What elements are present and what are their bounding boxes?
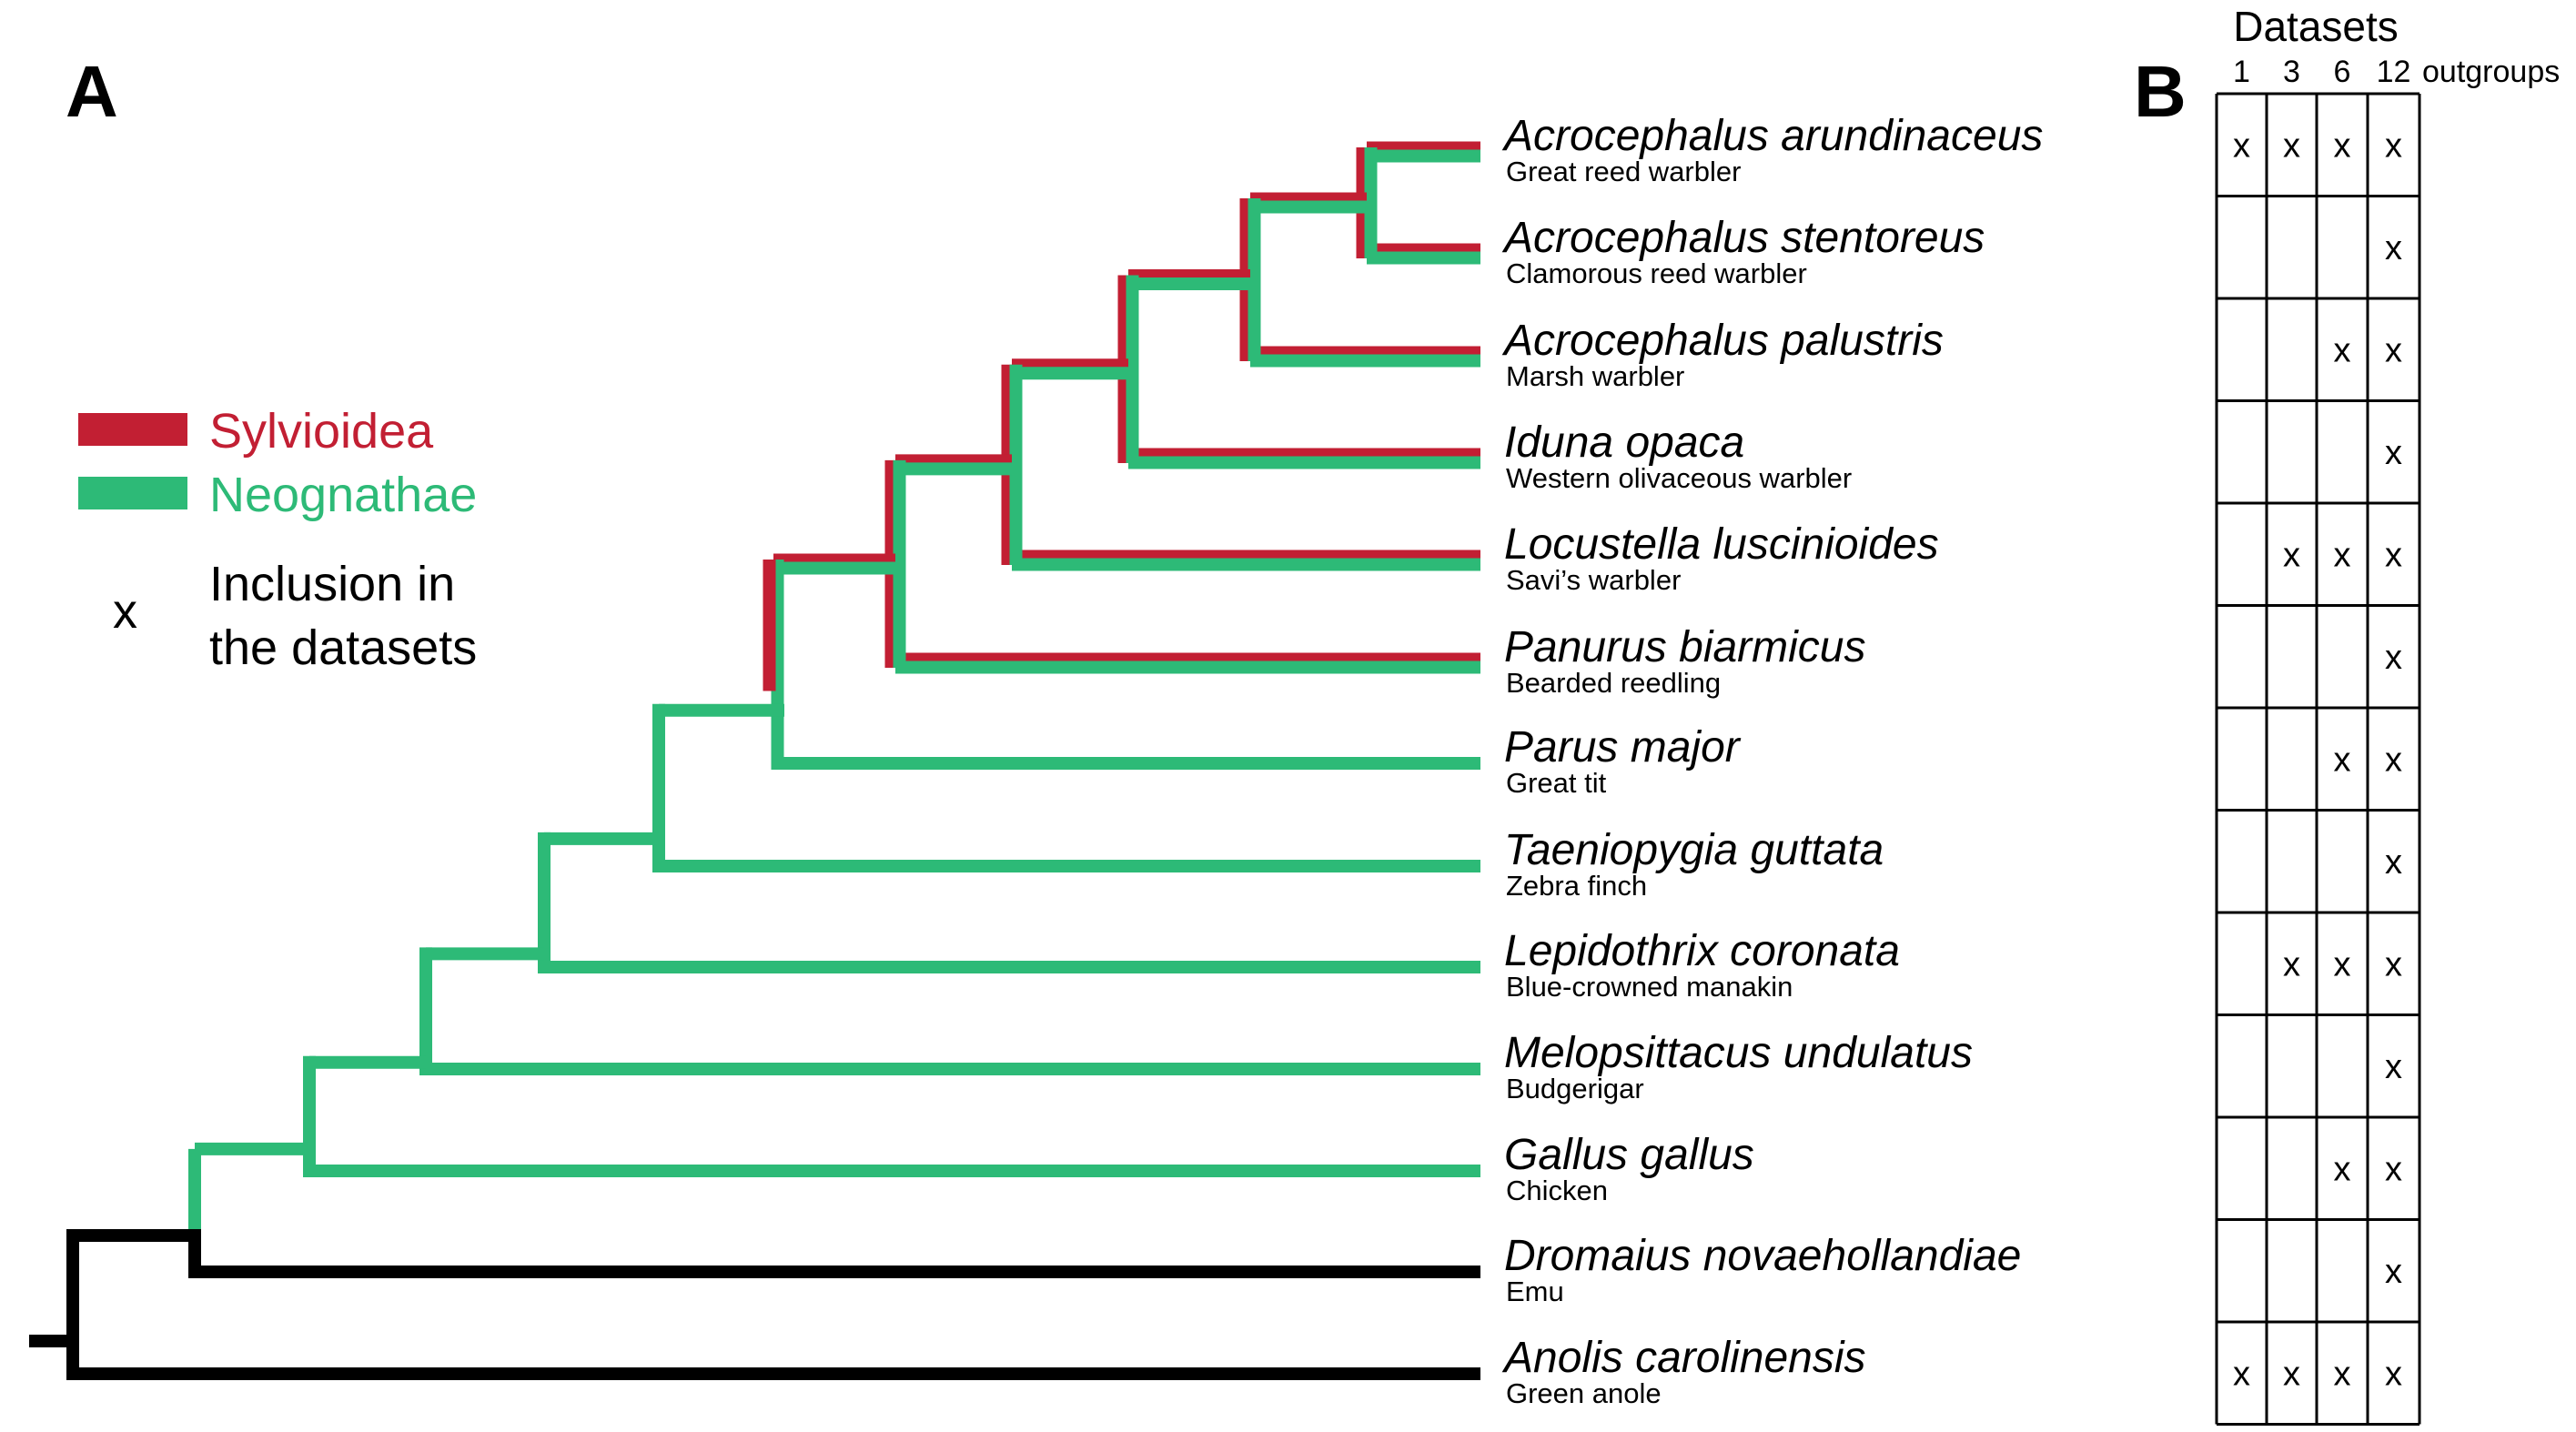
dataset-inclusion-mark: x: [2385, 1150, 2402, 1188]
dataset-column-label: 1: [2233, 55, 2250, 89]
legend-inclusion-line2: the datasets: [209, 620, 477, 675]
datasets-columns-suffix: outgroups: [2422, 55, 2560, 89]
legend: Sylvioidea Neognathae x Inclusion in the…: [78, 404, 477, 675]
dataset-inclusion-mark: x: [2334, 1150, 2351, 1188]
taxon-common-name: Clamorous reed warbler: [1506, 257, 1807, 289]
dataset-inclusion-mark: x: [2334, 126, 2351, 165]
dataset-inclusion-mark: x: [2385, 741, 2402, 779]
phylogenetic-tree: [29, 141, 1480, 1380]
dataset-inclusion-mark: x: [2385, 639, 2402, 677]
taxon-scientific-name: Anolis carolinensis: [1501, 1334, 1866, 1382]
taxon-scientific-name: Melopsittacus undulatus: [1504, 1029, 1973, 1077]
taxon-scientific-name: Parus major: [1504, 723, 1742, 771]
taxon-scientific-name: Gallus gallus: [1504, 1131, 1754, 1179]
dataset-inclusion-mark: x: [2385, 126, 2402, 165]
dataset-inclusion-mark: x: [2334, 536, 2351, 574]
dataset-inclusion-mark: x: [2334, 331, 2351, 369]
taxon-common-name: Chicken: [1506, 1175, 1608, 1206]
taxon-scientific-name: Panurus biarmicus: [1504, 623, 1866, 671]
legend-label-sylvioidea: Sylvioidea: [209, 404, 434, 459]
dataset-inclusion-mark: x: [2334, 1355, 2351, 1393]
dataset-inclusion-mark: x: [2385, 1048, 2402, 1086]
dataset-inclusion-mark: x: [2233, 1355, 2250, 1393]
legend-label-neognathae: Neognathae: [209, 468, 477, 522]
taxon-common-name: Emu: [1506, 1276, 1564, 1307]
taxon-scientific-name: Acrocephalus stentoreus: [1501, 214, 1985, 262]
dataset-inclusion-mark: x: [2334, 945, 2351, 983]
dataset-matrix: Datasets outgroups 1 3 6 12x x x xxx xxx x xxx xxx…: [2215, 3, 2560, 1426]
legend-inclusion-line1: Inclusion in: [209, 557, 455, 611]
taxon-common-name: Western olivaceous warbler: [1506, 462, 1852, 494]
dataset-inclusion-mark: x: [2385, 945, 2402, 983]
taxon-common-name: Budgerigar: [1506, 1073, 1644, 1104]
taxon-common-name: Marsh warbler: [1506, 360, 1684, 392]
dataset-column-label: 3: [2283, 55, 2300, 89]
taxon-common-name: Savi’s warbler: [1506, 564, 1681, 596]
panel-label-b: B: [2134, 51, 2187, 132]
taxon-scientific-name: Locustella luscinioides: [1504, 520, 1939, 569]
legend-swatch-sylvioidea: [78, 413, 187, 446]
legend-mark-symbol: x: [113, 584, 137, 639]
dataset-inclusion-mark: x: [2385, 229, 2402, 267]
dataset-inclusion-mark: x: [2385, 331, 2402, 369]
dataset-inclusion-mark: x: [2385, 434, 2402, 472]
dataset-column-label: 12: [2377, 55, 2411, 89]
dataset-inclusion-mark: x: [2385, 1355, 2402, 1393]
dataset-inclusion-mark: x: [2283, 1355, 2300, 1393]
dataset-inclusion-mark: x: [2334, 741, 2351, 779]
taxon-scientific-name: Acrocephalus arundinaceus: [1501, 112, 2043, 160]
taxon-common-name: Blue-crowned manakin: [1506, 971, 1793, 1003]
taxon-scientific-name: Dromaius novaehollandiae: [1504, 1232, 2021, 1280]
taxon-common-name: Great reed warbler: [1506, 156, 1741, 187]
dataset-inclusion-mark: x: [2385, 843, 2402, 882]
dataset-column-label: 6: [2334, 55, 2351, 89]
taxon-common-name: Green anole: [1506, 1377, 1662, 1409]
panel-label-a: A: [66, 51, 118, 132]
taxon-scientific-name: Acrocephalus palustris: [1501, 317, 1944, 365]
taxon-scientific-name: Iduna opaca: [1504, 419, 1744, 467]
dataset-inclusion-mark: x: [2283, 945, 2300, 983]
dataset-inclusion-mark: x: [2233, 126, 2250, 165]
legend-swatch-neognathae: [78, 477, 187, 509]
taxon-common-name: Zebra finch: [1506, 870, 1647, 902]
dataset-inclusion-mark: x: [2283, 126, 2300, 165]
taxon-common-name: Bearded reedling: [1506, 667, 1721, 699]
taxon-common-name: Great tit: [1506, 767, 1607, 799]
taxon-scientific-name: Taeniopygia guttata: [1504, 826, 1884, 874]
taxon-scientific-name: Lepidothrix coronata: [1504, 927, 1900, 975]
dataset-inclusion-mark: x: [2283, 536, 2300, 574]
datasets-title: Datasets: [2233, 3, 2399, 50]
dataset-inclusion-mark: x: [2385, 1253, 2402, 1291]
dataset-inclusion-mark: x: [2385, 536, 2402, 574]
